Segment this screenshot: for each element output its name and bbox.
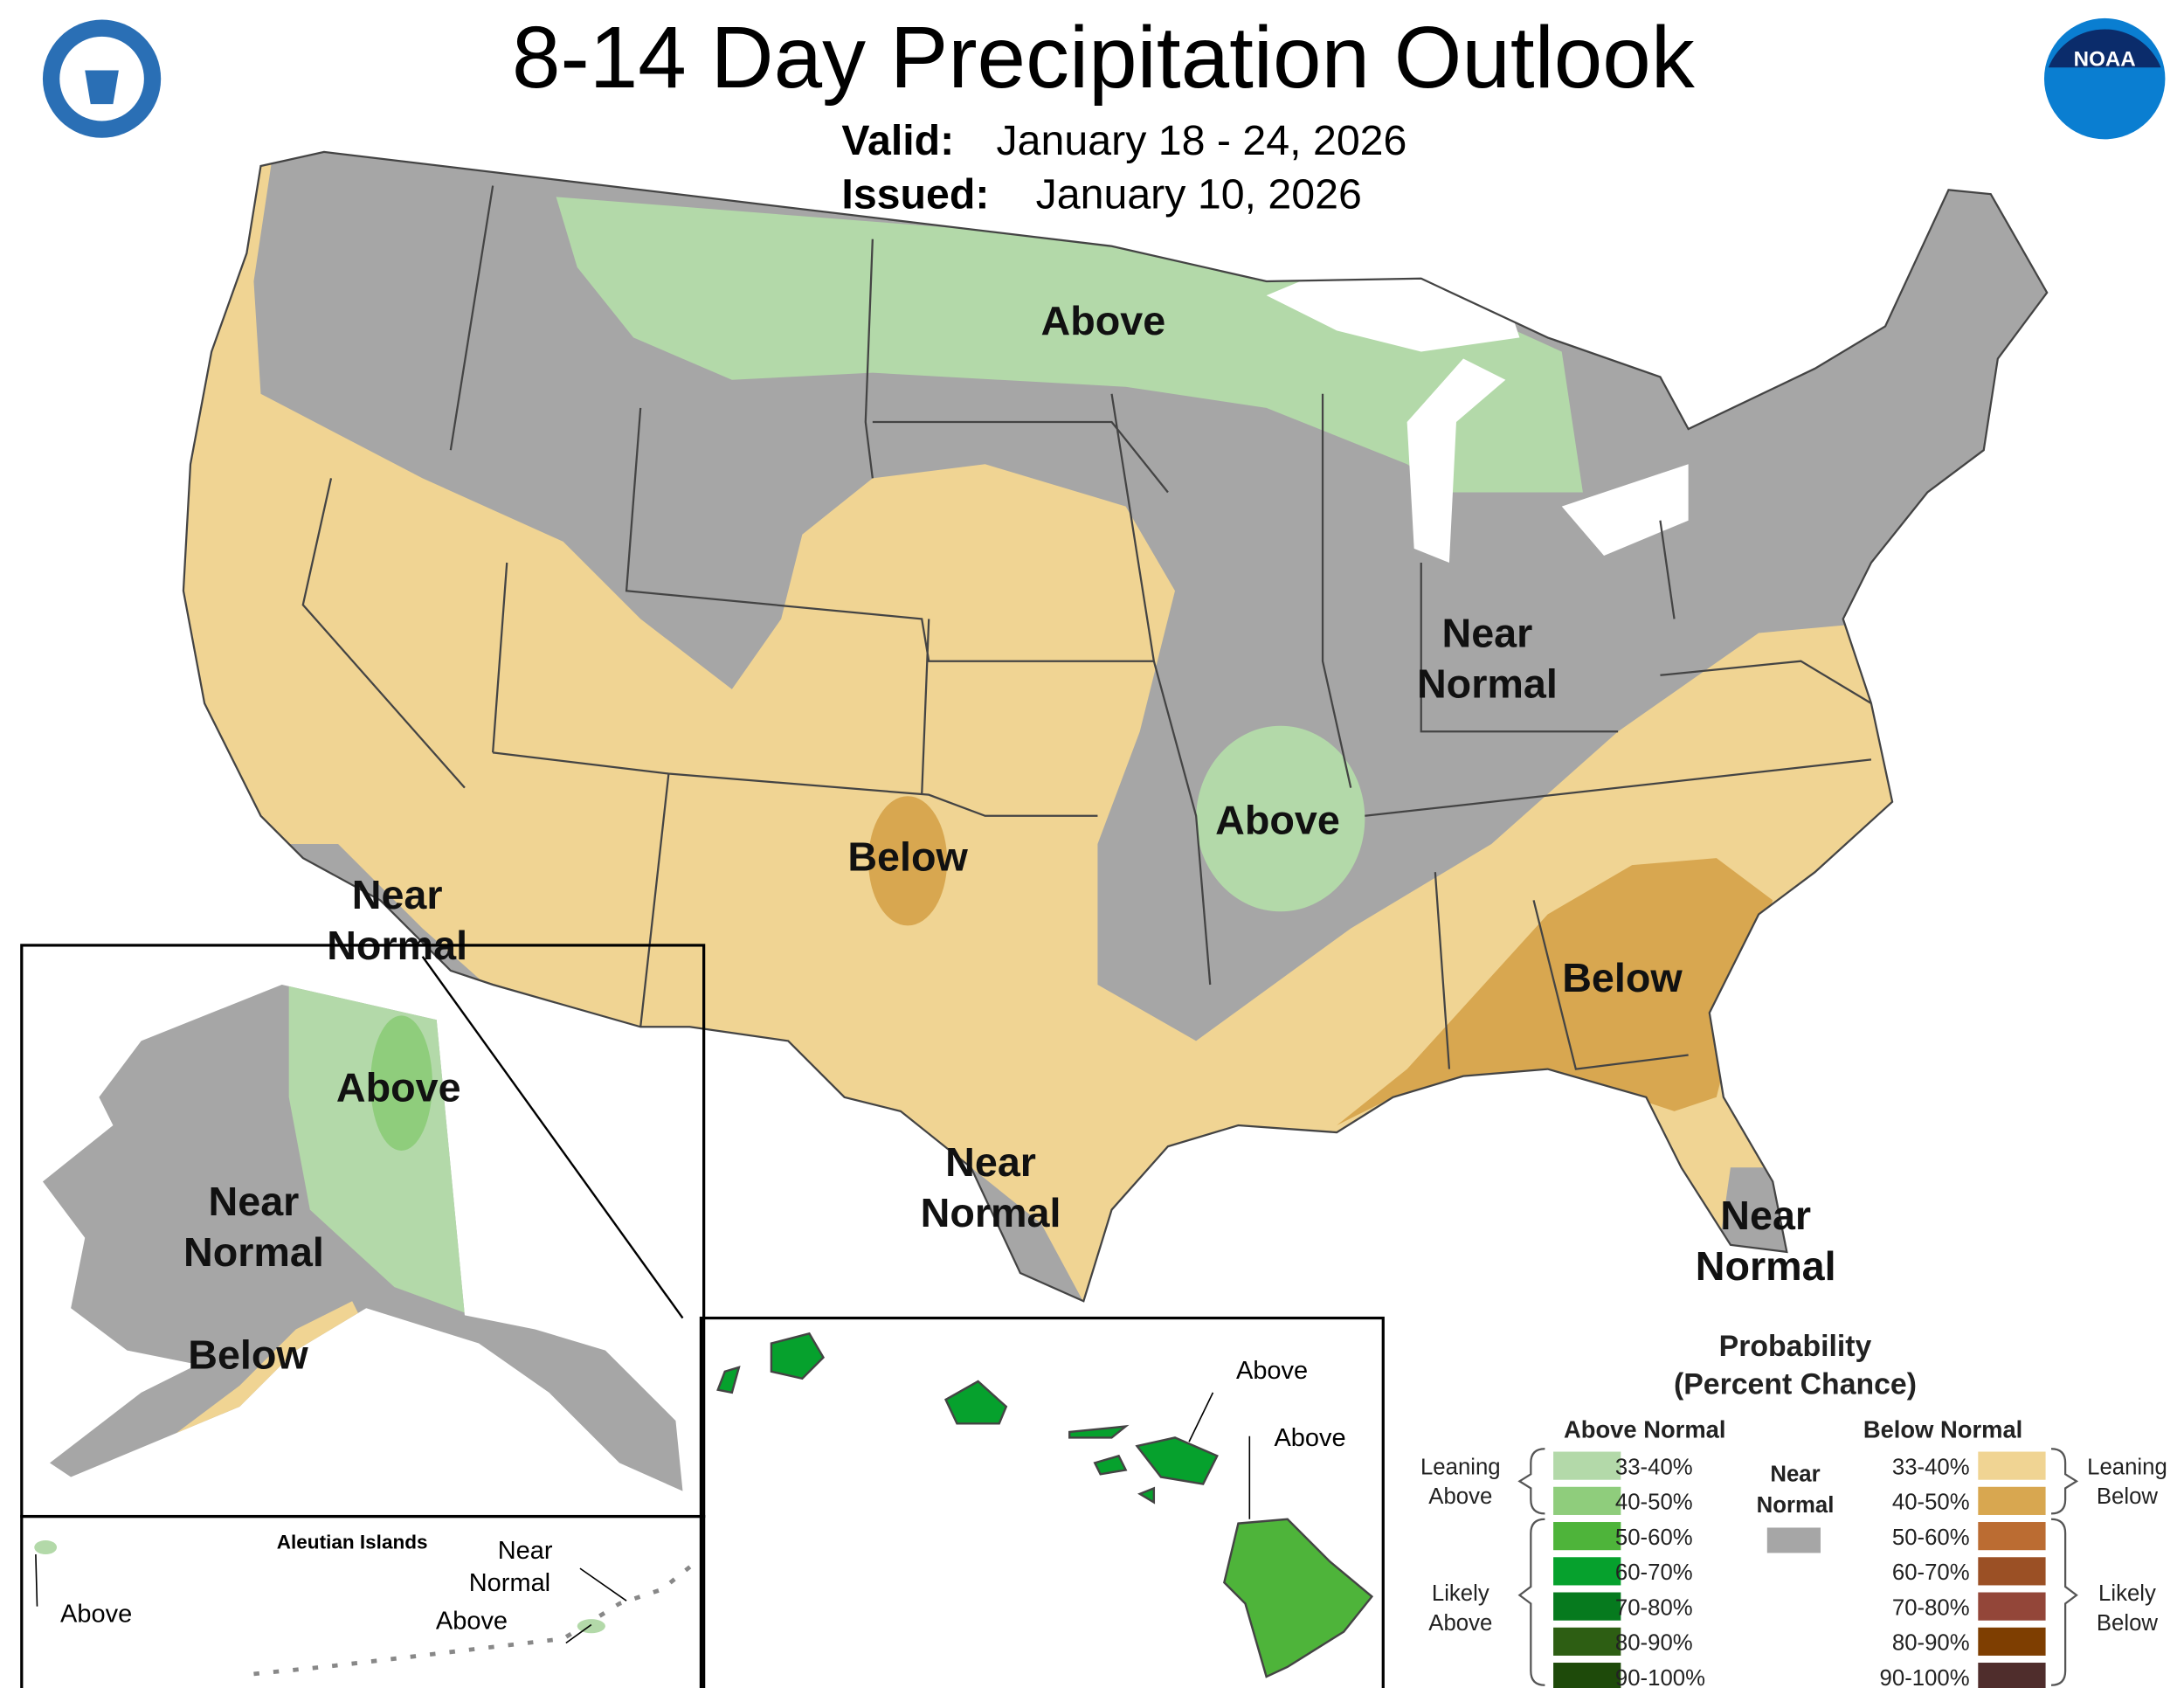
legend-title: Probability	[1719, 1330, 1872, 1363]
legend-range: 70-80%	[1615, 1595, 1693, 1620]
leader-lines	[1188, 1392, 1251, 1519]
legend-swatch	[1553, 1486, 1621, 1515]
map-label: Above	[1274, 1424, 1345, 1452]
legend-range: 90-100%	[1615, 1666, 1705, 1688]
map-label: Above	[1236, 1357, 1308, 1385]
legend-range: 50-60%	[1892, 1525, 1970, 1550]
map-label: Above	[1215, 798, 1340, 843]
legend-swatch	[1978, 1663, 2046, 1688]
legend-swatch	[1978, 1557, 2046, 1586]
legend-range: 50-60%	[1615, 1525, 1693, 1550]
above-region	[1196, 725, 1365, 912]
legend-brackets	[1517, 1448, 2079, 1686]
legend-range: 60-70%	[1892, 1560, 1970, 1585]
bracket-label: Leaning Below	[2087, 1455, 2167, 1509]
legend-swatch	[1978, 1627, 2046, 1656]
legend-heading: Below Normal	[1863, 1415, 2022, 1442]
legend-range: 33-40%	[1615, 1455, 1693, 1479]
legend-heading: Above Normal	[1564, 1415, 1725, 1442]
legend-range: 40-50%	[1615, 1491, 1693, 1515]
legend-near-label: Near Normal	[1757, 1462, 1835, 1517]
legend-range: 70-80%	[1892, 1595, 1970, 1620]
legend-swatch	[1978, 1592, 2046, 1621]
hawaii	[716, 1332, 1374, 1678]
hawaii-inset	[699, 1316, 1385, 1688]
great-lakes	[1266, 232, 1689, 563]
map-label: Above	[60, 1600, 132, 1628]
below-region	[155, 1301, 367, 1449]
legend-swatch	[1553, 1451, 1621, 1480]
map-label: Above	[1041, 298, 1166, 343]
above-region	[370, 1015, 432, 1151]
legend-swatch	[1766, 1527, 1821, 1553]
legend-swatch	[1553, 1557, 1621, 1586]
conus-outline	[182, 150, 2049, 1303]
legend: Probability (Percent Chance) Above Norma…	[1420, 1330, 2167, 1688]
below-region	[868, 796, 948, 926]
legend-swatch	[1978, 1451, 2046, 1480]
legend-swatch	[1553, 1592, 1621, 1621]
legend-range: 80-90%	[1615, 1631, 1693, 1656]
issued-label: Issued:	[841, 170, 989, 218]
legend-range: 80-90%	[1892, 1631, 1970, 1656]
map-label: Near Normal	[183, 1179, 324, 1275]
map-label: Below	[1562, 955, 1683, 1000]
aleutians-inset	[20, 1514, 706, 1688]
legend-subtitle: (Percent Chance)	[1674, 1368, 1917, 1401]
legend-swatch	[1978, 1522, 2046, 1551]
legend-range: 60-70%	[1615, 1560, 1693, 1585]
map-label: Above	[436, 1607, 508, 1635]
legend-swatch	[1553, 1627, 1621, 1656]
legend-range: 33-40%	[1892, 1455, 1970, 1479]
map-label: Near Normal	[469, 1537, 553, 1597]
valid-dates: January 18 - 24, 2026	[997, 117, 1407, 164]
inset-connector	[421, 956, 684, 1319]
legend-range: 40-50%	[1892, 1491, 1970, 1515]
valid-label: Valid:	[841, 117, 954, 164]
noaa-text: NOAA	[2074, 48, 2136, 72]
noaa-logo: NOAA	[2043, 17, 2166, 140]
state-borders	[301, 185, 1872, 1070]
map-label: Below	[188, 1332, 308, 1378]
bracket-label: Likely Above	[1428, 1581, 1492, 1636]
bracket-label: Leaning Above	[1420, 1455, 1501, 1509]
issued-date: January 10, 2026	[1036, 170, 1362, 218]
above-region	[556, 197, 1583, 493]
commerce-logo	[42, 19, 162, 138]
legend-range: 90-100%	[1880, 1666, 1970, 1688]
bracket-label: Likely Below	[2097, 1581, 2159, 1636]
legend-swatch	[1553, 1522, 1621, 1551]
inset-title: Aleutian Islands	[277, 1532, 428, 1553]
map-label: Near Normal	[1696, 1193, 1836, 1289]
leader-lines	[35, 1554, 627, 1644]
map-label: Above	[336, 1065, 461, 1110]
map-label: Near Normal	[1417, 611, 1558, 707]
map-label: Below	[847, 834, 968, 880]
map-label: Near Normal	[921, 1139, 1061, 1235]
legend-swatch	[1553, 1663, 1621, 1688]
title: 8-14 Day Precipitation Outlook	[512, 10, 1696, 107]
legend-swatch	[1978, 1486, 2046, 1515]
